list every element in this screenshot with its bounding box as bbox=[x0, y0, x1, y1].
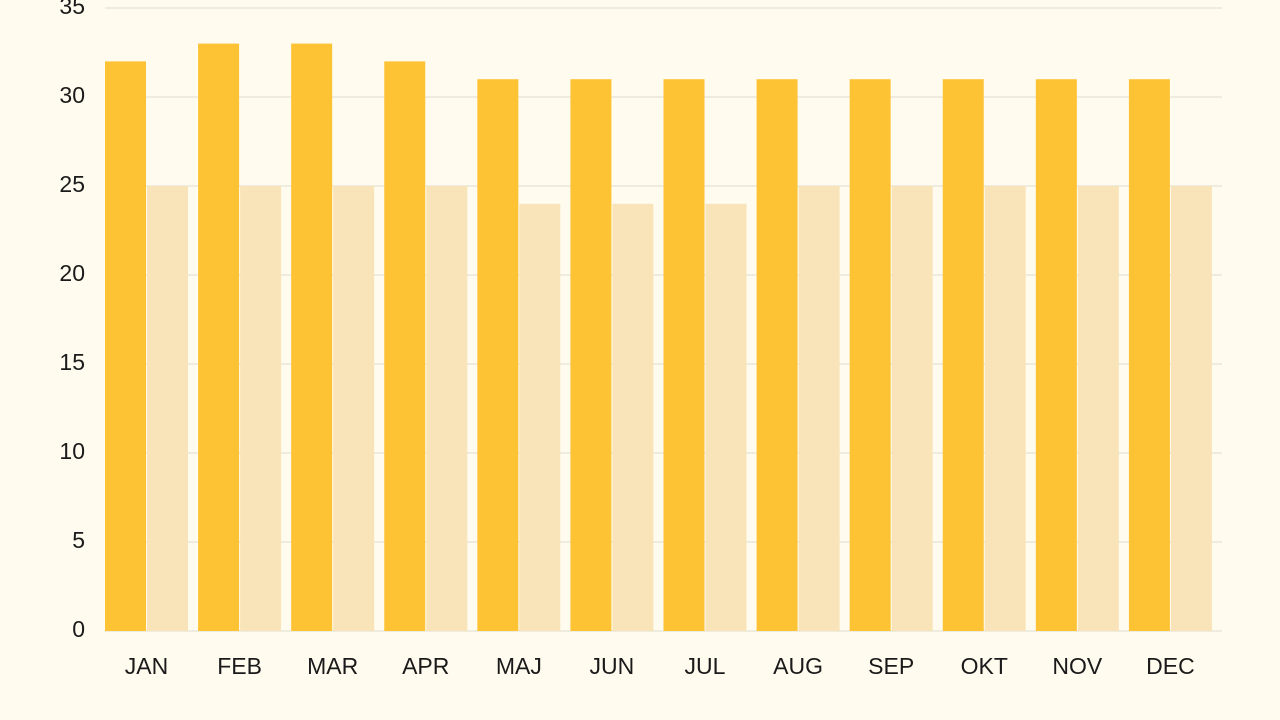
bar bbox=[705, 203, 747, 632]
y-tick-label: 30 bbox=[59, 82, 85, 108]
bar bbox=[756, 79, 798, 631]
bar bbox=[663, 79, 705, 631]
bar bbox=[198, 43, 240, 632]
x-tick-label: JAN bbox=[125, 653, 168, 679]
y-tick-label: 25 bbox=[59, 171, 85, 197]
bar bbox=[333, 186, 375, 631]
x-tick-label: OKT bbox=[961, 653, 1008, 679]
x-tick-label: NOV bbox=[1052, 653, 1103, 679]
bar bbox=[240, 186, 282, 631]
x-tick-label: SEP bbox=[868, 653, 914, 679]
x-tick-label: APR bbox=[402, 653, 449, 679]
x-tick-label: DEC bbox=[1146, 653, 1195, 679]
y-tick-label: 0 bbox=[72, 616, 85, 642]
bar bbox=[147, 186, 188, 631]
bar bbox=[426, 186, 468, 631]
x-tick-label: JUN bbox=[590, 653, 635, 679]
y-tick-label: 35 bbox=[59, 0, 85, 19]
y-tick-label: 20 bbox=[59, 260, 85, 286]
bar bbox=[891, 186, 933, 631]
y-tick-label: 5 bbox=[72, 527, 85, 553]
bar bbox=[519, 203, 561, 632]
bar bbox=[105, 61, 146, 631]
bar bbox=[612, 203, 654, 632]
bar bbox=[384, 61, 426, 631]
bar bbox=[477, 79, 519, 631]
bar bbox=[984, 186, 1026, 631]
y-tick-label: 15 bbox=[59, 349, 85, 375]
bar bbox=[1077, 186, 1119, 631]
bar bbox=[1170, 186, 1212, 631]
bar bbox=[849, 79, 891, 631]
bar bbox=[1035, 79, 1077, 631]
x-tick-label: JUL bbox=[685, 653, 726, 679]
bar bbox=[798, 186, 840, 631]
y-tick-label: 10 bbox=[59, 438, 85, 464]
x-tick-label: MAR bbox=[307, 653, 358, 679]
bar bbox=[942, 79, 984, 631]
x-tick-label: AUG bbox=[773, 653, 823, 679]
bar bbox=[1128, 79, 1170, 631]
bar bbox=[570, 79, 612, 631]
x-tick-label: MAJ bbox=[496, 653, 542, 679]
bar bbox=[291, 43, 333, 632]
x-tick-label: FEB bbox=[217, 653, 262, 679]
